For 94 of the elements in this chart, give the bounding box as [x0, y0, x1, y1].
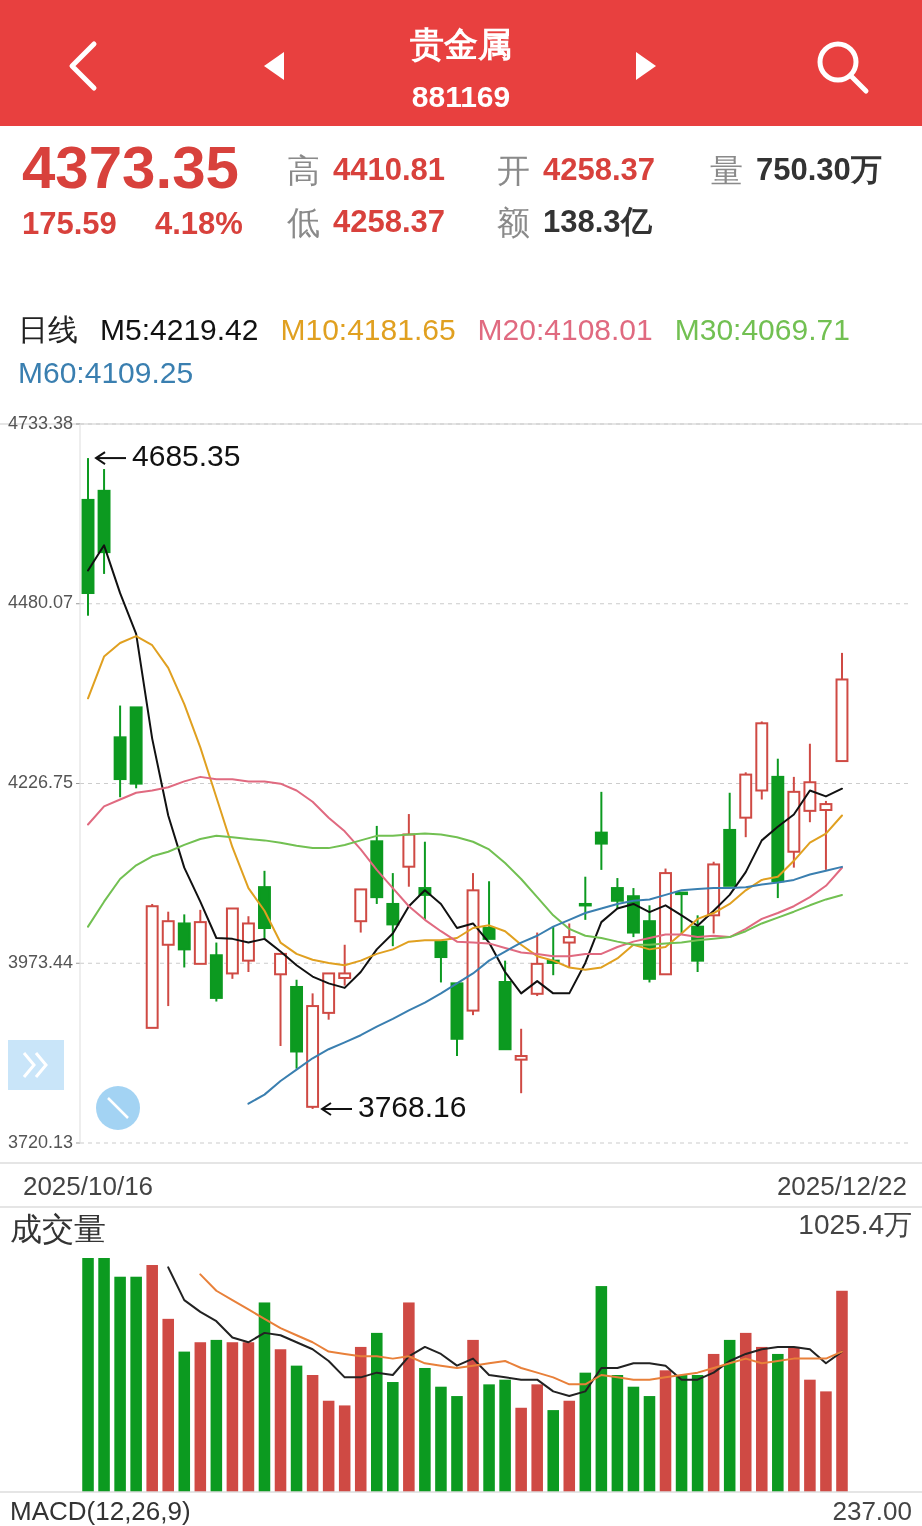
bar [804, 1379, 816, 1492]
bar [419, 1367, 431, 1492]
text: 4373.35 [22, 134, 239, 201]
text: M20:4108.01 [477, 312, 653, 346]
y-tick-label: 4480.07 [7, 592, 73, 613]
text: 4410.81 [333, 152, 446, 187]
bar [659, 1370, 672, 1492]
bar [322, 1400, 335, 1492]
bar [242, 1342, 255, 1492]
bar [707, 1353, 720, 1492]
bar [162, 1318, 174, 1492]
bar [451, 1396, 463, 1492]
text: 高 [287, 152, 320, 189]
text: 开 [497, 152, 530, 189]
line-series [87, 544, 843, 995]
chart-title: 成交量 [10, 1211, 106, 1247]
text: M30:4069.71 [674, 312, 850, 346]
candlestick [594, 790, 608, 871]
bar [82, 1258, 94, 1492]
candlestick [338, 943, 352, 987]
bar [547, 1410, 559, 1492]
text: 4.18% [155, 206, 243, 241]
line-series [87, 635, 843, 971]
candlestick [258, 869, 271, 940]
bar [627, 1386, 640, 1492]
x-tick-label: 2025/10/16 [22, 1171, 154, 1201]
bar [836, 1290, 848, 1492]
candlestick [386, 872, 400, 948]
legend-title: 日线 [18, 312, 78, 346]
bar [820, 1391, 832, 1492]
bar [403, 1302, 415, 1492]
annotation: 3768.16 [358, 1089, 467, 1123]
bar [739, 1332, 752, 1492]
bar [435, 1386, 447, 1492]
text: 750.30万 [756, 152, 882, 187]
annotation: 4685.35 [132, 439, 241, 472]
y-tick-label: 4733.38 [7, 412, 73, 433]
text: 4258.37 [543, 152, 656, 187]
candlestick [97, 468, 111, 575]
y-tick-label: 4226.75 [7, 772, 73, 793]
bar [611, 1375, 624, 1492]
line-series [87, 832, 843, 946]
bar [772, 1353, 784, 1492]
text: 138.3亿 [543, 204, 653, 239]
bar [290, 1365, 303, 1492]
bar [563, 1400, 576, 1492]
bar [194, 1342, 207, 1492]
text: 4258.37 [333, 204, 446, 239]
bar [146, 1265, 158, 1492]
bar [675, 1375, 688, 1492]
bar [691, 1375, 704, 1492]
text: 175.59 [22, 206, 117, 241]
y-tick-label: 3720.13 [7, 1131, 73, 1152]
bar [114, 1276, 126, 1492]
text: 低 [287, 204, 320, 241]
bar [274, 1349, 287, 1492]
text: 881169 [411, 80, 511, 113]
bar [756, 1346, 768, 1492]
bar [531, 1384, 543, 1492]
bar [178, 1351, 191, 1492]
candlestick [113, 704, 127, 799]
bar [483, 1384, 495, 1492]
bar [579, 1372, 592, 1492]
bar [226, 1342, 239, 1492]
text: MACD(12,26,9) [10, 1496, 191, 1526]
x-tick-label: 2025/12/22 [776, 1171, 908, 1201]
bar [643, 1396, 656, 1492]
bar [98, 1258, 110, 1492]
text: M5:4219.42 [100, 312, 259, 346]
line-series [87, 775, 843, 958]
bar [306, 1375, 319, 1492]
bar [788, 1346, 800, 1492]
bar [258, 1302, 271, 1492]
y-tick-label: 3973.44 [7, 952, 73, 972]
candlestick [514, 1027, 528, 1095]
candlestick [402, 813, 416, 888]
bar [210, 1339, 223, 1492]
text: M10:4181.65 [280, 312, 456, 346]
text: 1025.4万 [798, 1209, 912, 1240]
bar [723, 1339, 736, 1492]
bar [130, 1276, 142, 1492]
bar [515, 1407, 527, 1492]
bar [595, 1286, 608, 1492]
text: 贵金属 [410, 25, 512, 63]
text: 237.00 [832, 1496, 912, 1526]
text: M60:4109.25 [18, 355, 194, 389]
bar [387, 1382, 399, 1492]
bar [338, 1405, 351, 1492]
text: 量 [710, 152, 743, 189]
bar [467, 1339, 479, 1492]
bar [354, 1346, 367, 1492]
bar [499, 1379, 511, 1492]
text: 额 [497, 204, 530, 241]
bar [371, 1332, 383, 1492]
